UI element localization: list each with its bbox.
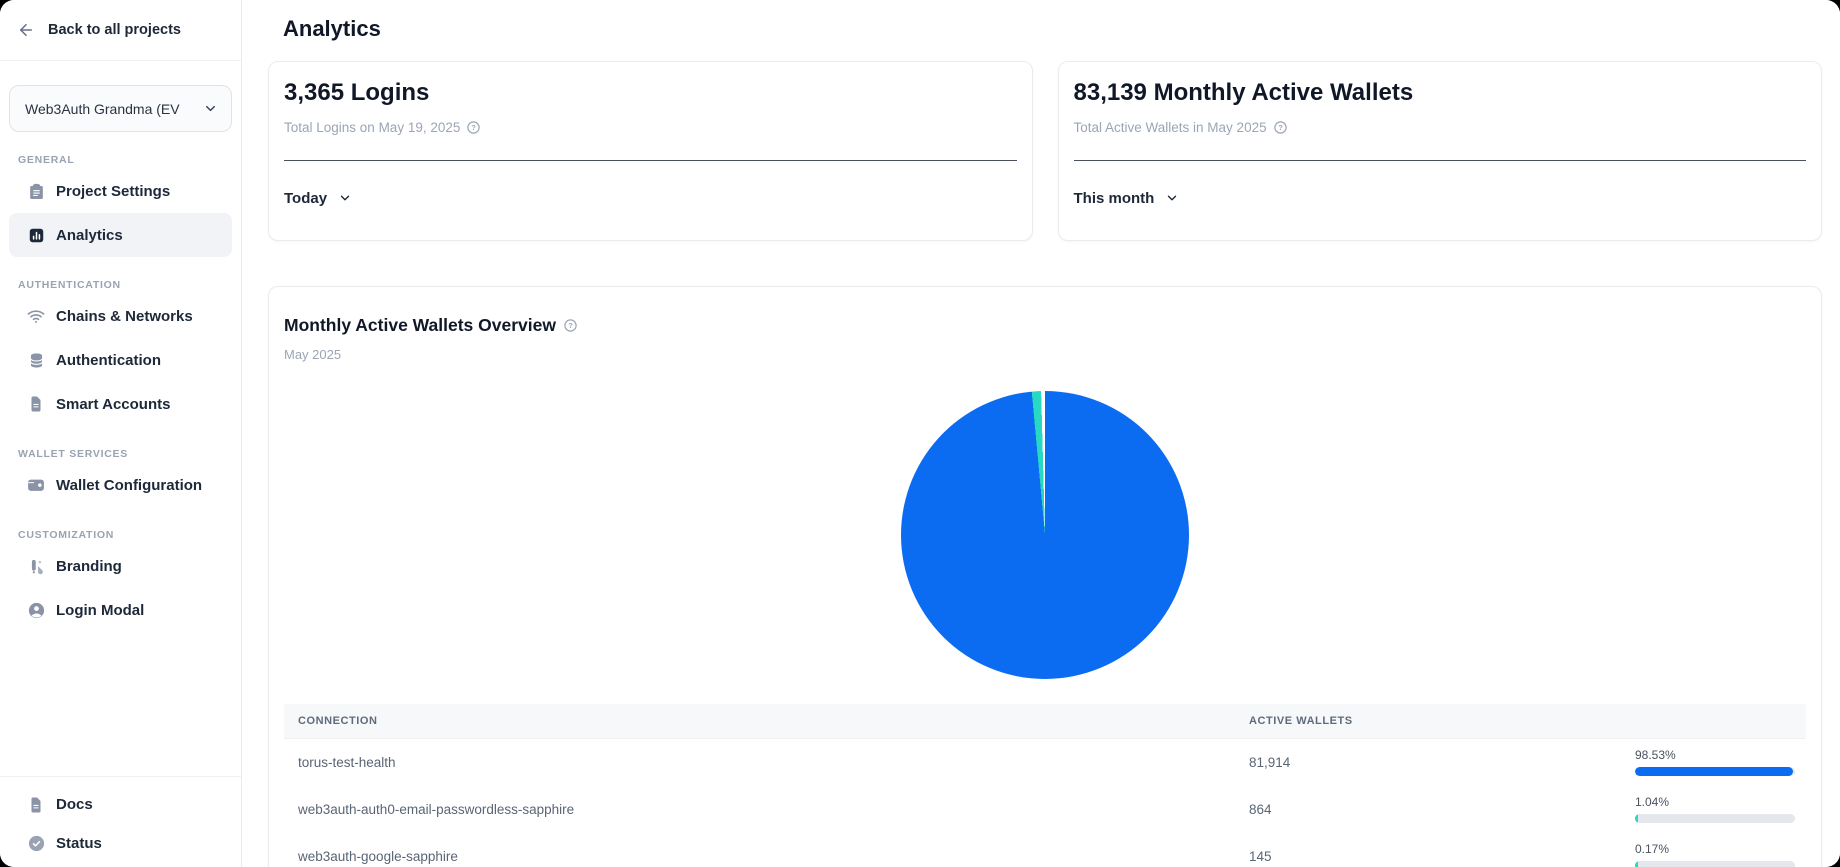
column-header-connection: CONNECTION: [298, 715, 378, 727]
percent-label: 1.04%: [1635, 795, 1670, 809]
section-label-wallet-services: WALLET SERVICES: [18, 448, 129, 460]
connection-name: torus-test-health: [298, 755, 396, 770]
percent-label: 0.17%: [1635, 842, 1670, 856]
range-label: Today: [284, 189, 328, 207]
chevron-down-icon: [203, 101, 218, 116]
logins-range-dropdown[interactable]: Today: [284, 187, 352, 209]
percent-cell: 98.53%: [1635, 749, 1795, 776]
sidebar-item-chains-networks[interactable]: Chains & Networks: [9, 294, 232, 338]
percent-bar: [1635, 767, 1795, 776]
wifi-icon: [26, 306, 46, 326]
sidebar-item-login-modal[interactable]: Login Modal: [9, 588, 232, 632]
svg-text:?: ?: [472, 123, 477, 132]
sidebar-item-docs[interactable]: Docs: [9, 785, 232, 824]
table-row[interactable]: web3auth-google-sapphire 145 0.17%: [284, 833, 1806, 867]
sidebar-item-branding[interactable]: Branding: [9, 544, 232, 588]
sidebar-item-label: Docs: [56, 796, 93, 813]
back-label: Back to all projects: [48, 22, 181, 38]
chart-baseline: [1073, 160, 1806, 161]
active-wallets-count: 83,139 Monthly Active Wallets: [1073, 79, 1414, 106]
sidebar-item-label: Authentication: [56, 351, 161, 369]
sidebar-footer: Docs Status: [0, 776, 241, 867]
sidebar-item-label: Smart Accounts: [56, 395, 171, 413]
brush-icon: [26, 556, 46, 576]
sidebar-item-project-settings[interactable]: Project Settings: [9, 169, 232, 213]
stat-cards-row: 3,365 Logins Total Logins on May 19, 202…: [268, 61, 1822, 241]
active-wallets-pie-chart[interactable]: [901, 391, 1189, 679]
sidebar-item-status[interactable]: Status: [9, 824, 232, 863]
chart-baseline: [284, 160, 1017, 161]
sidebar-item-authentication[interactable]: Authentication: [9, 338, 232, 382]
document-icon: [26, 795, 46, 815]
section-label-customization: CUSTOMIZATION: [18, 529, 115, 541]
project-selector-value: Web3Auth Grandma (EV: [25, 100, 180, 117]
percent-bar: [1635, 861, 1795, 867]
help-icon[interactable]: ?: [466, 120, 481, 135]
back-to-projects-link[interactable]: Back to all projects: [0, 0, 241, 61]
active-wallets-value: 81,914: [1249, 755, 1291, 770]
sidebar: Back to all projects Web3Auth Grandma (E…: [0, 0, 242, 867]
section-label-general: GENERAL: [18, 154, 75, 166]
active-wallets-value: 145: [1249, 849, 1272, 864]
sidebar-item-label: Login Modal: [56, 601, 145, 619]
connection-name: web3auth-auth0-email-passwordless-sapphi…: [298, 802, 575, 817]
page-title: Analytics: [283, 16, 381, 41]
overview-title: Monthly Active Wallets Overview: [284, 315, 556, 335]
chevron-down-icon: [338, 191, 352, 205]
sidebar-item-label: Wallet Configuration: [56, 476, 203, 494]
active-wallets-value: 864: [1249, 802, 1272, 817]
sidebar-item-label: Status: [56, 835, 102, 852]
main-content: Analytics 3,365 Logins Total Logins on M…: [242, 0, 1840, 867]
svg-text:?: ?: [568, 321, 573, 330]
sidebar-item-wallet-configuration[interactable]: Wallet Configuration: [9, 463, 232, 507]
active-wallets-card: 83,139 Monthly Active Wallets Total Acti…: [1057, 61, 1822, 241]
sidebar-item-analytics[interactable]: Analytics: [9, 213, 232, 257]
arrow-left-icon: [17, 21, 35, 39]
sidebar-item-smart-accounts[interactable]: Smart Accounts: [9, 382, 232, 426]
table-header-row: CONNECTION ACTIVE WALLETS: [284, 704, 1806, 739]
percent-cell: 1.04%: [1635, 796, 1795, 823]
section-label-authentication: AUTHENTICATION: [18, 279, 121, 291]
overview-subtitle: May 2025: [284, 347, 342, 362]
range-label: This month: [1073, 189, 1155, 207]
logins-count: 3,365 Logins: [284, 79, 430, 106]
logins-subtitle: Total Logins on May 19, 2025: [284, 120, 461, 135]
bar-chart-icon: [26, 225, 46, 245]
connection-name: web3auth-google-sapphire: [298, 849, 458, 864]
sidebar-body: Web3Auth Grandma (EV GENERAL Project Set…: [0, 61, 241, 776]
column-header-active-wallets: ACTIVE WALLETS: [1249, 715, 1353, 727]
chevron-down-icon: [1165, 191, 1179, 205]
project-selector[interactable]: Web3Auth Grandma (EV: [9, 85, 232, 132]
percent-cell: 0.17%: [1635, 843, 1795, 867]
user-circle-icon: [26, 600, 46, 620]
percent-label: 98.53%: [1635, 748, 1676, 762]
table-row[interactable]: web3auth-auth0-email-passwordless-sapphi…: [284, 786, 1806, 833]
active-wallets-subtitle: Total Active Wallets in May 2025: [1073, 120, 1267, 135]
help-icon[interactable]: ?: [563, 318, 578, 333]
clipboard-icon: [26, 181, 46, 201]
connections-table: CONNECTION ACTIVE WALLETS torus-test-hea…: [284, 704, 1806, 867]
sidebar-item-label: Analytics: [56, 226, 123, 244]
coins-icon: [26, 350, 46, 370]
svg-text:?: ?: [1278, 123, 1283, 132]
sidebar-item-label: Chains & Networks: [56, 307, 193, 325]
wallet-icon: [26, 475, 46, 495]
overview-card: Monthly Active Wallets Overview ? May 20…: [268, 286, 1822, 867]
sidebar-item-label: Project Settings: [56, 182, 171, 200]
active-wallets-range-dropdown[interactable]: This month: [1074, 187, 1180, 209]
sidebar-item-label: Branding: [56, 557, 122, 575]
table-row[interactable]: torus-test-health 81,914 98.53%: [284, 739, 1806, 786]
file-icon: [26, 394, 46, 414]
help-icon[interactable]: ?: [1273, 120, 1288, 135]
logins-card: 3,365 Logins Total Logins on May 19, 202…: [268, 61, 1033, 241]
percent-bar: [1635, 814, 1795, 823]
check-circle-icon: [26, 834, 46, 854]
